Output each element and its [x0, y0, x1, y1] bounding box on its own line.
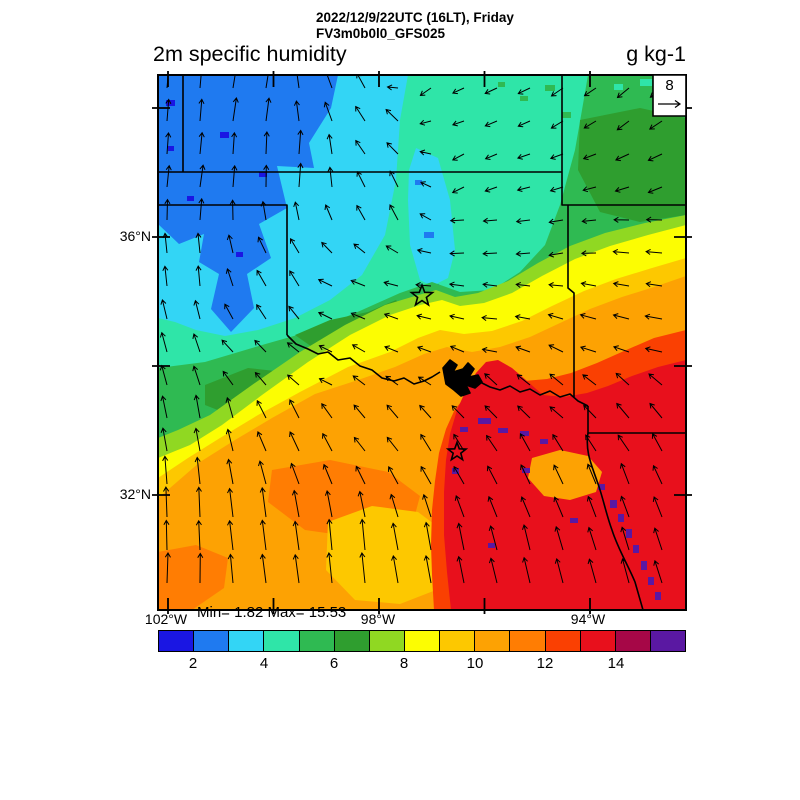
lat-label-32n: 32°N: [119, 486, 151, 502]
colorbar-cell-13: [614, 631, 650, 651]
field-speckle: [633, 545, 639, 553]
humidity-field: [158, 75, 686, 610]
colorbar-tick-label: 4: [259, 655, 269, 672]
field-speckle: [488, 543, 495, 548]
lon-label-94w: 94°W: [570, 611, 606, 627]
field-speckle: [520, 96, 528, 101]
field-speckle: [626, 529, 632, 538]
colorbar-tick-label: 12: [536, 655, 554, 672]
field-blue-northwest: [158, 75, 338, 332]
field-speckle: [562, 112, 571, 118]
field-speckle: [498, 428, 508, 433]
colorbar-cell-7: [403, 631, 440, 651]
field-speckle: [415, 180, 422, 185]
field-speckle: [614, 84, 623, 90]
colorbar: [158, 630, 686, 652]
field-speckle: [460, 427, 468, 432]
lon-label-102w: 102°W: [144, 611, 188, 627]
star-okc: [409, 282, 435, 307]
colorbar-cell-1: [193, 631, 229, 651]
field-speckle: [540, 439, 548, 444]
field-speckle: [598, 484, 605, 490]
field-speckle: [648, 577, 654, 585]
state-border: [479, 381, 589, 407]
field-speckle: [570, 518, 578, 523]
state-border: [567, 205, 575, 397]
colorbar-tick-label: 10: [466, 655, 484, 672]
field-speckle: [452, 468, 459, 474]
ref-vector-value: 8: [665, 77, 674, 94]
units-label: g kg-1: [626, 42, 686, 66]
field-speckle: [478, 418, 491, 424]
map-frame: [157, 74, 687, 611]
map-frame-group: [152, 71, 692, 614]
valid-time-title: 2022/12/9/22UTC (16LT), Friday: [316, 10, 514, 25]
field-speckle: [641, 561, 647, 570]
star-dfw: [445, 440, 469, 462]
colorbar-tick-label: 8: [399, 655, 409, 672]
colorbar-cell-11: [544, 631, 580, 651]
lat-label-36n: 36°N: [119, 228, 151, 244]
field-speckle: [640, 79, 652, 86]
field-speckle: [522, 468, 530, 473]
reference-vector-arrow: [658, 100, 682, 108]
colorbar-cell-6: [368, 631, 404, 651]
colorbar-cell-8: [439, 631, 475, 651]
colorbar-cell-9: [474, 631, 510, 651]
field-orange-pocket-in-red: [528, 450, 602, 500]
state-border: [286, 334, 441, 385]
colorbar-cell-4: [298, 631, 334, 651]
field-speckle: [187, 196, 194, 201]
field-speckle: [259, 172, 267, 177]
colorbar-cell-14: [649, 631, 686, 651]
field-speckle: [168, 146, 174, 151]
minmax-text: Min= 1.82 Max= 15.53: [197, 604, 347, 621]
state-border: [561, 75, 686, 206]
field-speckle: [520, 431, 529, 436]
colorbar-cell-12: [579, 631, 615, 651]
field-speckle: [618, 514, 624, 522]
field-darkorange-corner: [158, 545, 228, 610]
field-speckle: [610, 500, 617, 508]
colorbar-tick-label: 14: [607, 655, 625, 672]
state-borders: [158, 75, 686, 610]
field-speckle: [545, 85, 555, 91]
colorbar-tick-label: 2: [188, 655, 198, 672]
colorbar-tick-label: 6: [329, 655, 339, 672]
model-name-title: FV3m0b0l0_GFS025: [316, 26, 446, 41]
field-gold-pocket: [326, 506, 446, 604]
colorbar-cell-3: [263, 631, 299, 651]
field-darkgreen-east: [578, 108, 686, 222]
colorbar-cell-0: [159, 631, 194, 651]
colorbar-cell-5: [333, 631, 369, 651]
colorbar-cell-10: [509, 631, 545, 651]
field-speckle: [424, 232, 434, 238]
lake-texoma: [442, 359, 483, 397]
axis-ticks: [152, 71, 692, 614]
field-speckle: [498, 82, 505, 87]
field-speckle: [220, 132, 229, 138]
colorbar-cell-2: [228, 631, 264, 651]
lon-label-98w: 98°W: [360, 611, 396, 627]
field-speckle: [236, 252, 243, 257]
field-speckle: [655, 592, 661, 600]
field-title: 2m specific humidity: [153, 42, 347, 66]
